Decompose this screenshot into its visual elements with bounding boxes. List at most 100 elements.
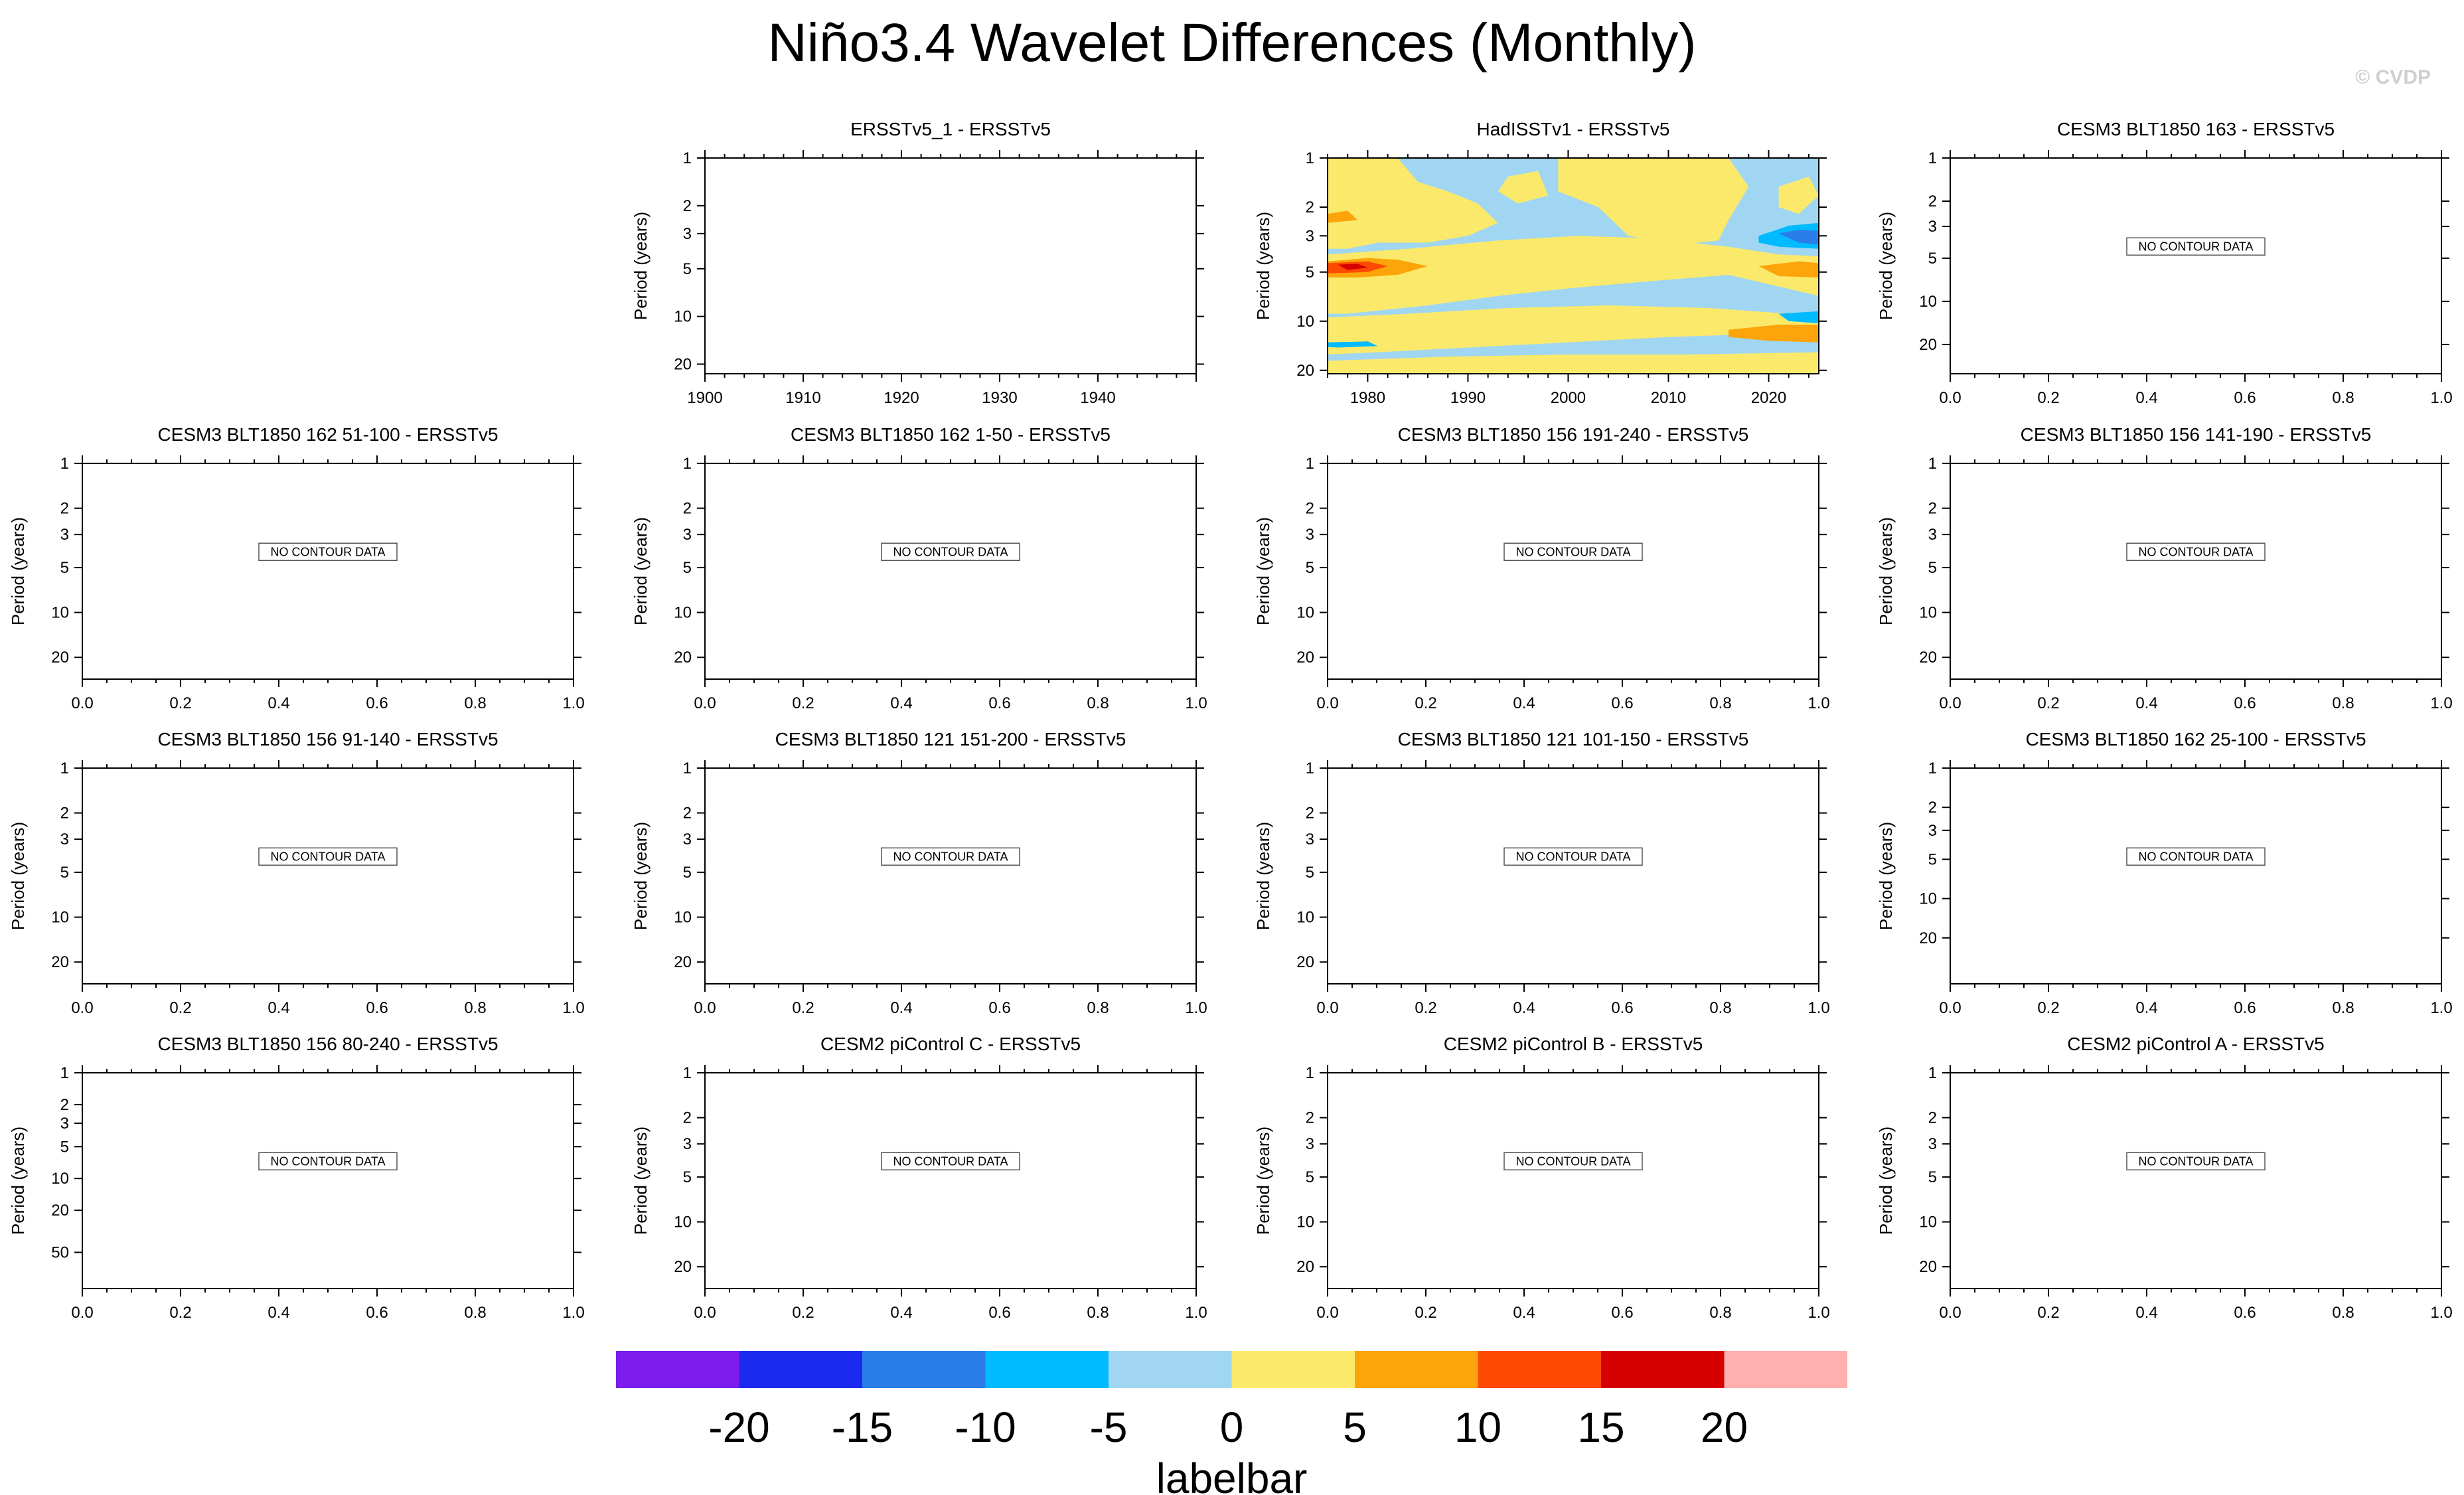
x-tick-label: 0.0 bbox=[1316, 694, 1338, 712]
y-tick-label: 10 bbox=[1296, 313, 1314, 331]
no-contour-data-label: NO CONTOUR DATA bbox=[2138, 545, 2253, 558]
y-tick-label: 3 bbox=[1306, 227, 1314, 245]
no-contour-data-box bbox=[258, 542, 398, 561]
no-contour-data-box bbox=[1503, 1152, 1643, 1170]
x-tick-label: 0.4 bbox=[2135, 694, 2157, 712]
contour-region-8 bbox=[1357, 210, 1408, 228]
y-tick-label: 1 bbox=[1928, 455, 1937, 473]
y-tick-label: 5 bbox=[1306, 864, 1314, 882]
y-tick-label: 3 bbox=[683, 225, 692, 243]
no-contour-data-box bbox=[2126, 542, 2266, 561]
no-contour-data-label: NO CONTOUR DATA bbox=[893, 545, 1008, 558]
y-tick-label: 5 bbox=[1928, 1168, 1937, 1186]
y-tick-label: 2 bbox=[1306, 1109, 1314, 1127]
y-tick-label: 20 bbox=[1919, 929, 1937, 947]
no-contour-data-label: NO CONTOUR DATA bbox=[893, 1154, 1008, 1168]
plot-frame bbox=[704, 1072, 1197, 1289]
y-tick-label: 3 bbox=[1928, 218, 1937, 236]
no-contour-data-label: NO CONTOUR DATA bbox=[893, 850, 1008, 863]
x-tick-label: 0.2 bbox=[792, 1304, 814, 1322]
colorbar: -20 -15 -10 -5 0 5 10 15 20 labelbar bbox=[616, 1351, 1847, 1495]
y-tick-label: 20 bbox=[674, 953, 692, 971]
y-tick-label: 10 bbox=[51, 909, 69, 927]
x-tick-label: 0.0 bbox=[1316, 999, 1338, 1017]
panel-14: CESM2 piControl B - ERSSTv5 1 2 3 5 10 20 Perio… bbox=[1253, 1034, 1830, 1322]
x-tick-label: 0.6 bbox=[2234, 389, 2256, 407]
x-tick-label: 1.0 bbox=[1185, 694, 1207, 712]
y-tick-label: 20 bbox=[1296, 362, 1314, 380]
x-tick-label: 1990 bbox=[1450, 389, 1486, 407]
panel-5: CESM3 BLT1850 162 1-50 - ERSSTv5 1 2 3 5 10 20… bbox=[631, 424, 1207, 712]
panel-title: CESM3 BLT1850 162 1-50 - ERSSTv5 bbox=[791, 424, 1111, 445]
x-tick-label: 0.0 bbox=[71, 999, 93, 1017]
y-tick-label: 10 bbox=[674, 1214, 692, 1231]
y-tick-label: 20 bbox=[1296, 1258, 1314, 1276]
y-axis-label: Period (years) bbox=[631, 212, 651, 320]
y-tick-label: 1 bbox=[60, 759, 69, 777]
no-contour-data-label: NO CONTOUR DATA bbox=[1515, 1154, 1630, 1168]
panel-8: CESM3 BLT1850 156 91-140 - ERSSTv5 1 2 3 5 10… bbox=[8, 729, 585, 1017]
y-axis-label: Period (years) bbox=[631, 1127, 651, 1235]
y-tick-label: 3 bbox=[1306, 1135, 1314, 1153]
colorbar-tick-label: -20 bbox=[708, 1403, 770, 1451]
x-tick-label: 0.6 bbox=[366, 999, 388, 1017]
y-tick-label: 10 bbox=[1919, 890, 1937, 908]
x-tick-label: 1900 bbox=[687, 389, 722, 407]
x-tick-label: 0.0 bbox=[694, 694, 716, 712]
y-tick-label: 3 bbox=[60, 830, 69, 848]
y-tick-label: 20 bbox=[51, 953, 69, 971]
x-tick-label: 1910 bbox=[785, 389, 820, 407]
x-tick-label: 0.8 bbox=[1087, 999, 1109, 1017]
no-contour-data-box bbox=[881, 542, 1020, 561]
x-tick-label: 0.8 bbox=[1709, 999, 1731, 1017]
panel-4: CESM3 BLT1850 162 51-100 - ERSSTv5 1 2 3 5 10… bbox=[8, 424, 585, 712]
x-tick-label: 0.8 bbox=[2332, 999, 2354, 1017]
x-tick-label: 0.4 bbox=[890, 999, 912, 1017]
y-tick-label: 2 bbox=[1928, 799, 1937, 817]
y-axis-label: Period (years) bbox=[631, 822, 651, 930]
y-tick-label: 5 bbox=[1306, 264, 1314, 281]
x-tick-label: 0.2 bbox=[792, 694, 814, 712]
y-axis-label: Period (years) bbox=[8, 822, 28, 930]
y-tick-label: 2 bbox=[1306, 500, 1314, 518]
panel-title: CESM3 BLT1850 156 191-240 - ERSSTv5 bbox=[1398, 424, 1749, 445]
x-tick-label: 0.6 bbox=[1611, 1304, 1633, 1322]
x-tick-label: 0.4 bbox=[890, 694, 912, 712]
colorbar-tick-label: -15 bbox=[832, 1403, 893, 1451]
y-tick-label: 10 bbox=[1919, 604, 1937, 622]
y-tick-label: 50 bbox=[51, 1243, 69, 1261]
no-contour-data-label: NO CONTOUR DATA bbox=[2138, 850, 2253, 863]
y-tick-label: 20 bbox=[674, 1258, 692, 1276]
x-tick-label: 0.2 bbox=[169, 694, 191, 712]
colorbar-tick-label: -5 bbox=[1090, 1403, 1128, 1451]
plot-frame bbox=[1950, 1072, 2442, 1289]
y-tick-label: 2 bbox=[60, 1096, 69, 1114]
colorbar-swatch-8 bbox=[1478, 1351, 1601, 1388]
x-tick-label: 0.6 bbox=[2234, 999, 2256, 1017]
x-tick-label: 0.2 bbox=[1415, 1304, 1436, 1322]
panel-title: ERSSTv5_1 - ERSSTv5 bbox=[850, 119, 1051, 139]
y-axis-label: Period (years) bbox=[1253, 212, 1273, 320]
contour-region-12 bbox=[1338, 264, 1368, 270]
no-contour-data-box bbox=[2126, 1152, 2266, 1170]
y-tick-label: 5 bbox=[1928, 250, 1937, 268]
panel-1: ERSSTv5_1 - ERSSTv5 1 2 3 5 10 20 Period (years… bbox=[631, 119, 1204, 407]
contour-region-5 bbox=[1558, 158, 1749, 245]
y-tick-label: 10 bbox=[1296, 604, 1314, 622]
panel-7: CESM3 BLT1850 156 141-190 - ERSSTv5 1 2 3 5 1… bbox=[1876, 424, 2453, 712]
x-tick-label: 0.8 bbox=[2332, 389, 2354, 407]
x-tick-label: 0.0 bbox=[694, 999, 716, 1017]
no-contour-data-label: NO CONTOUR DATA bbox=[2138, 1154, 2253, 1168]
x-tick-label: 0.2 bbox=[169, 999, 191, 1017]
contour-region-9 bbox=[1328, 210, 1358, 223]
x-tick-label: 1930 bbox=[982, 389, 1017, 407]
x-tick-label: 1.0 bbox=[1808, 694, 1829, 712]
y-axis-label: Period (years) bbox=[8, 517, 28, 625]
y-tick-label: 2 bbox=[683, 805, 692, 823]
plot-frame bbox=[82, 1072, 574, 1289]
watermark: © CVDP bbox=[2355, 66, 2431, 88]
figure-title: Niño3.4 Wavelet Differences (Monthly) bbox=[767, 13, 1696, 73]
x-tick-label: 1920 bbox=[884, 389, 919, 407]
x-tick-label: 0.8 bbox=[2332, 694, 2354, 712]
x-tick-label: 0.8 bbox=[1709, 1304, 1731, 1322]
